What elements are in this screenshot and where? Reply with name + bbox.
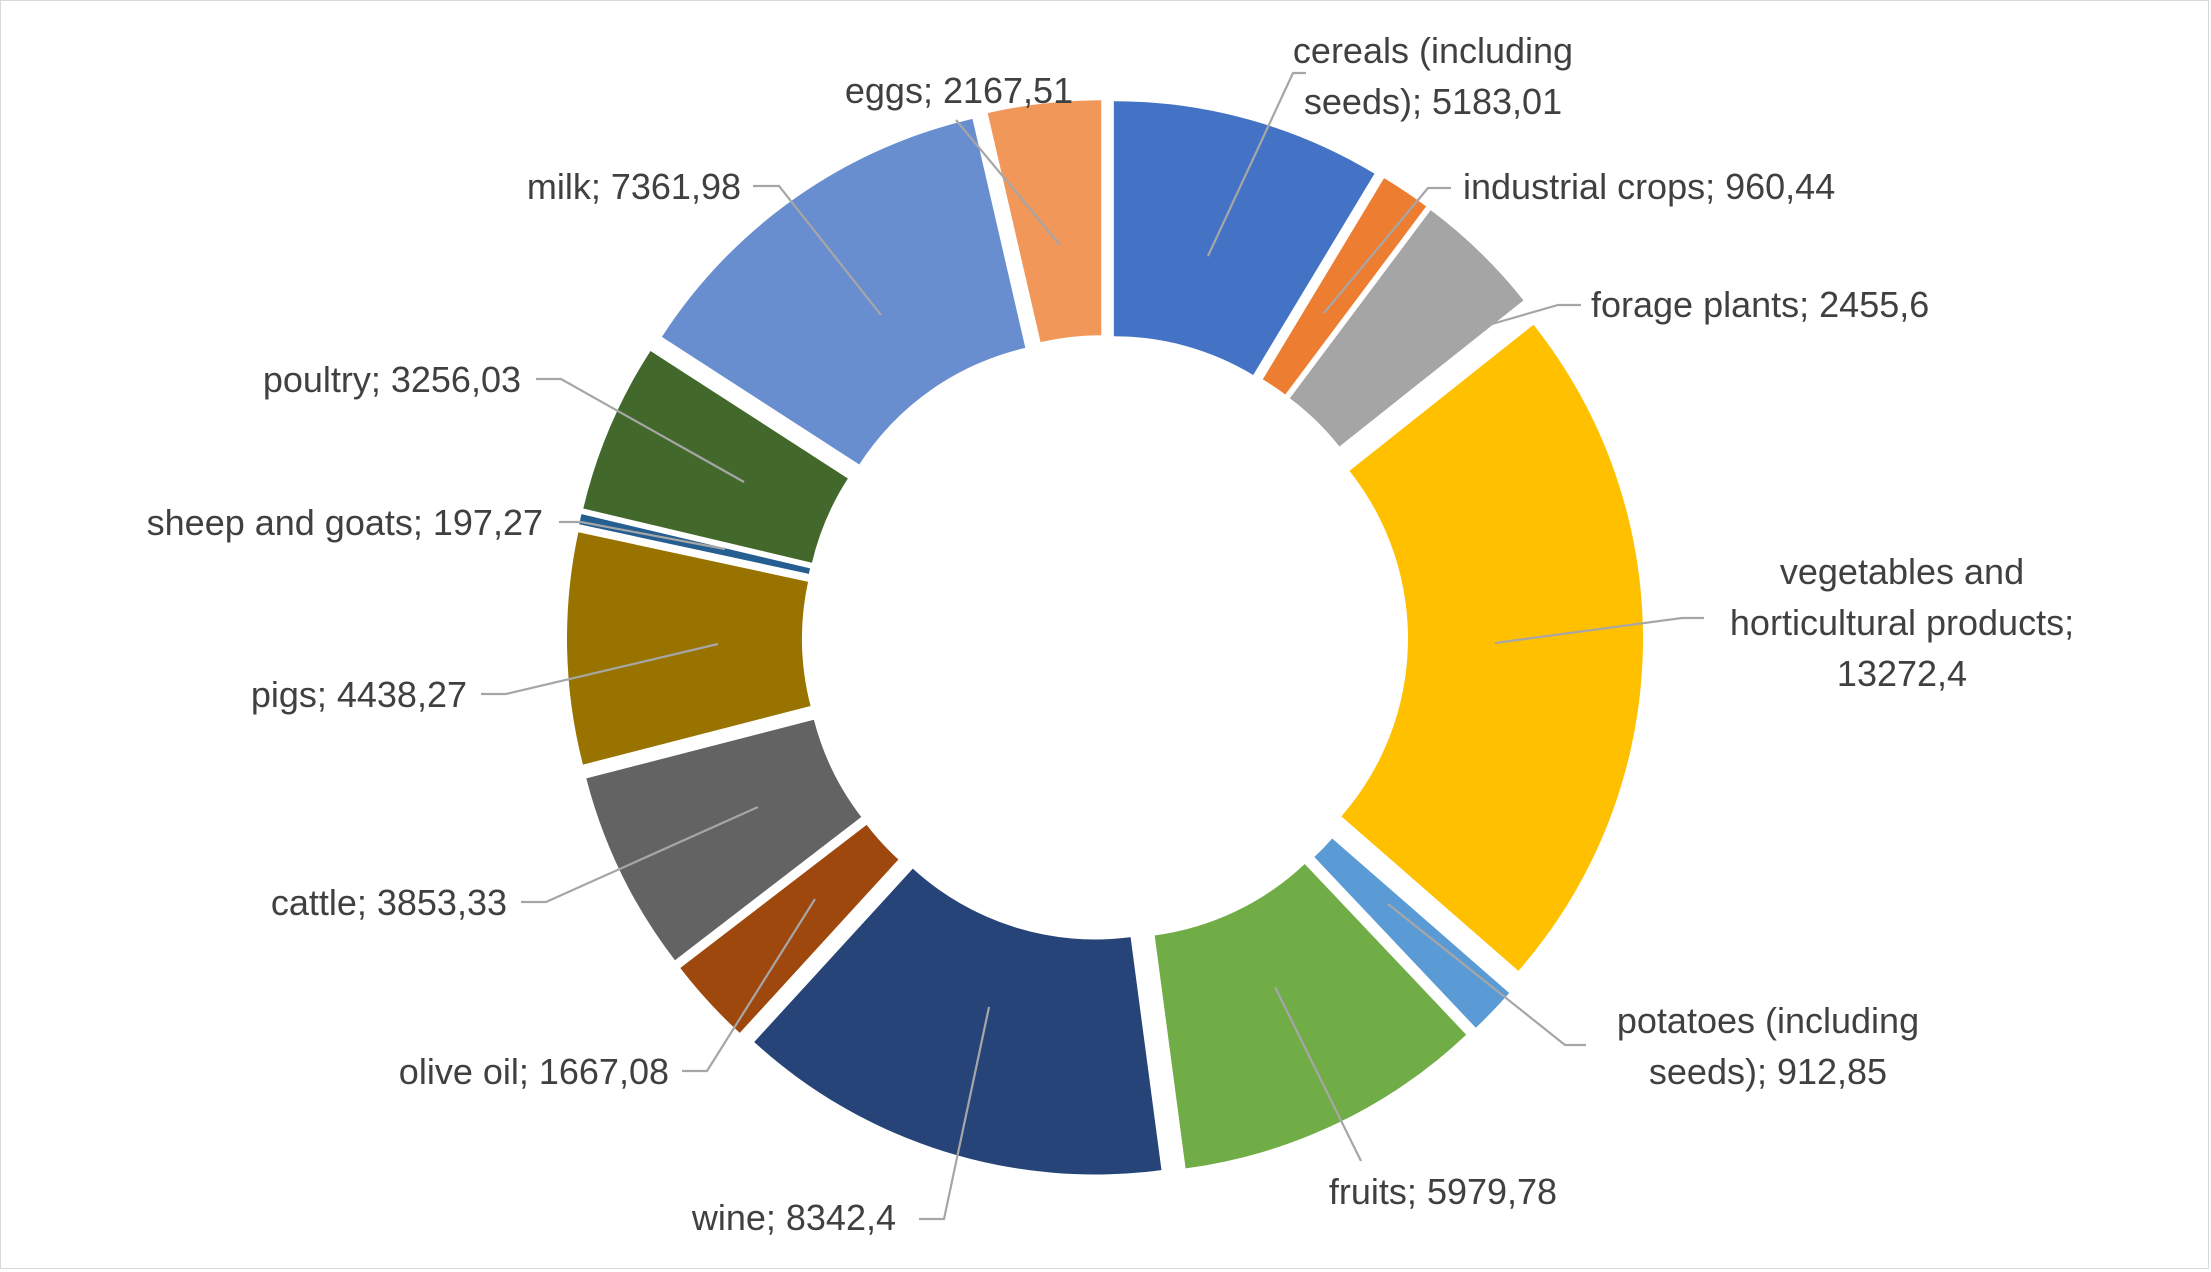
- leader-line-fruits: [1274, 986, 1362, 1162]
- slice-wine: [754, 868, 1162, 1175]
- slice-cereals-including-seeds: [1113, 101, 1375, 375]
- slice-vegetables-and-horticultural-products: [1341, 324, 1643, 971]
- data-label-potatoes-including-seeds: potatoes (including seeds); 912,85: [1617, 1000, 1919, 1092]
- leader-line-poultry: [536, 377, 745, 483]
- leader-lines-group: [481, 71, 1704, 1221]
- data-label-fruits: fruits; 5979,78: [1329, 1171, 1557, 1212]
- data-label-vegetables-and-horticultural-products: vegetables and horticultural products; 132…: [1730, 551, 2074, 694]
- data-label-industrial-crops: industrial crops; 960,44: [1463, 166, 1835, 207]
- slice-potatoes-including-seeds: [1314, 838, 1510, 1028]
- leader-line-sheep-and-goats: [559, 520, 726, 551]
- data-label-sheep-and-goats: sheep and goats; 197,27: [147, 502, 543, 543]
- slice-poultry: [583, 350, 848, 563]
- slice-industrial-crops: [1262, 178, 1427, 395]
- leader-line-cereals-including-seeds: [1207, 71, 1306, 257]
- slice-eggs: [987, 100, 1102, 343]
- slice-milk: [661, 118, 1026, 465]
- leader-line-olive-oil: [682, 898, 816, 1073]
- slice-forage-plants: [1289, 210, 1524, 447]
- leader-line-vegetables-and-horticultural-products: [1494, 616, 1704, 645]
- data-label-cattle: cattle; 3853,33: [271, 882, 507, 923]
- data-label-pigs: pigs; 4438,27: [251, 674, 467, 715]
- slice-olive-oil: [680, 824, 899, 1033]
- data-label-olive-oil: olive oil; 1667,08: [399, 1051, 669, 1092]
- leader-line-eggs: [955, 119, 1061, 246]
- data-label-cereals-including-seeds: cereals (including seeds); 5183,01: [1293, 30, 1573, 122]
- leader-line-pigs: [481, 642, 719, 696]
- data-label-forage-plants: forage plants; 2455,6: [1591, 284, 1929, 325]
- slice-pigs: [567, 532, 811, 765]
- data-labels-group: cereals (including seeds); 5183,01 industr…: [147, 30, 2074, 1238]
- leader-line-industrial-crops: [1323, 186, 1451, 314]
- leader-line-milk: [753, 184, 882, 316]
- slices-group: [567, 100, 1643, 1175]
- slice-fruits: [1154, 863, 1467, 1169]
- data-label-eggs: eggs; 2167,51: [845, 70, 1073, 111]
- leader-line-forage-plants: [1477, 303, 1581, 330]
- data-label-poultry: poultry; 3256,03: [263, 359, 521, 400]
- data-label-milk: milk; 7361,98: [527, 166, 741, 207]
- data-label-wine: wine; 8342,4: [691, 1197, 896, 1238]
- leader-line-cattle: [521, 805, 759, 904]
- leader-line-potatoes-including-seeds: [1387, 903, 1586, 1047]
- slice-cattle: [586, 719, 862, 961]
- leader-line-wine: [919, 1006, 991, 1221]
